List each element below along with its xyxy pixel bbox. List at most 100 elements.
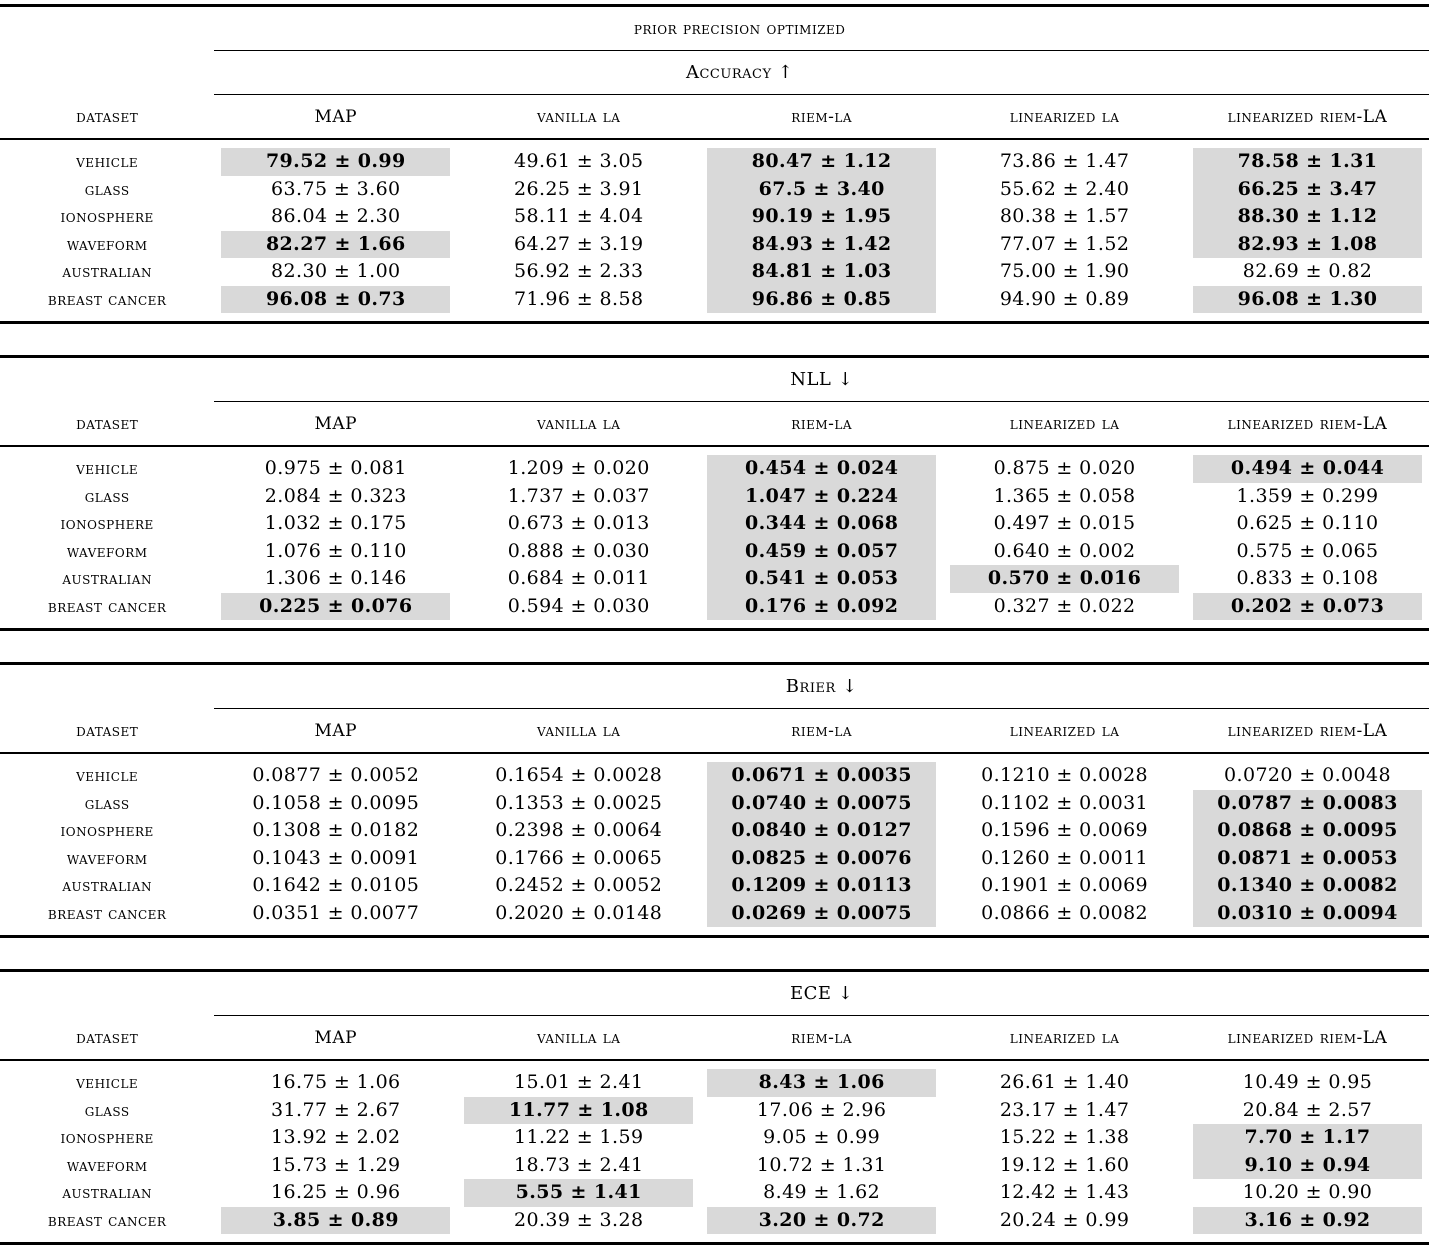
best-result-cell-linearized-riem-la: 9.10 ± 0.94 (1186, 1151, 1429, 1179)
dataset-label: ionosphere (60, 207, 154, 226)
col-header-vanilla-la: vanilla la (457, 708, 701, 754)
cell-value: 1.076 ± 0.110 (264, 539, 407, 562)
cell-value: 0.888 ± 0.030 (507, 539, 650, 562)
result-cell-vanilla-la: 1.737 ± 0.037 (457, 483, 700, 511)
best-result-cell-riem-la: 0.0840 ± 0.0127 (700, 817, 943, 845)
cell-value: 0.344 ± 0.068 (707, 510, 937, 538)
result-cell-linearized-la: 0.327 ± 0.022 (943, 593, 1186, 621)
dataset-label: waveform (66, 234, 148, 254)
best-result-cell-linearized-riem-la: 0.1340 ± 0.0082 (1186, 872, 1429, 900)
result-cell-linearized-la: 0.1260 ± 0.0011 (943, 845, 1186, 873)
dataset-label: ionosphere (60, 1128, 154, 1147)
cell-value: 0.497 ± 0.015 (993, 512, 1136, 534)
cell-value: 0.454 ± 0.024 (707, 455, 937, 483)
dataset-label: breast cancer (47, 903, 167, 923)
cell-value: 0.0720 ± 0.0048 (1224, 764, 1391, 786)
result-cell-linearized-la: 0.0866 ± 0.0082 (943, 900, 1186, 928)
best-result-cell-linearized-riem-la: 0.0871 ± 0.0053 (1186, 844, 1429, 872)
cell-value: 0.625 ± 0.110 (1236, 512, 1379, 534)
header-stub (0, 971, 214, 1016)
cell-value: 0.1210 ± 0.0028 (981, 764, 1149, 786)
metric-table-nll: NLL ↓ dataset MAP vanilla la riem-la lineariz… (0, 355, 1429, 631)
table-row-waveform: waveform 0.1043 ± 0.0091 0.1766 ± 0.0065 0.… (0, 844, 1429, 873)
col-header-dataset: dataset (0, 401, 215, 447)
result-cell-linearized-la: 94.90 ± 0.89 (943, 286, 1186, 314)
result-cell-linearized-la: 75.00 ± 1.90 (943, 258, 1186, 286)
table-row-glass: glass 31.77 ± 2.67 11.77 ± 1.08 17.06 ± 2.9… (0, 1096, 1429, 1124)
best-result-cell-riem-la: 96.86 ± 0.85 (700, 285, 943, 313)
table-row-ionosphere: ionosphere 0.1308 ± 0.0182 0.2398 ± 0.0064… (0, 817, 1429, 845)
result-cell-map: 0.0877 ± 0.0052 (214, 762, 457, 790)
metric-table-brier: Brier ↓ dataset MAP vanilla la riem-la linear… (0, 662, 1429, 938)
table-row-australian: australian 1.306 ± 0.146 0.684 ± 0.011 0.54… (0, 565, 1429, 593)
best-result-cell-riem-la: 0.344 ± 0.068 (700, 510, 943, 538)
cell-value: 0.0871 ± 0.0053 (1193, 844, 1422, 872)
spacer-row (0, 620, 1429, 630)
cell-value: 71.96 ± 8.58 (513, 287, 644, 310)
result-cell-vanilla-la: 1.209 ± 0.020 (457, 455, 700, 483)
col-header-map: MAP (214, 401, 458, 447)
cell-value: 0.1766 ± 0.0065 (495, 846, 663, 869)
table-row-australian: australian 16.25 ± 0.96 5.55 ± 1.41 8.49 ± … (0, 1179, 1429, 1207)
result-cell-linearized-riem-la: 82.69 ± 0.82 (1186, 258, 1429, 286)
dataset-label: breast cancer (47, 289, 167, 309)
result-cell-riem-la: 9.05 ± 0.99 (700, 1124, 943, 1152)
best-result-cell-linearized-riem-la: 66.25 ± 3.47 (1186, 175, 1429, 203)
best-result-cell-riem-la: 0.541 ± 0.053 (700, 565, 943, 593)
result-cell-linearized-la: 0.1901 ± 0.0069 (943, 872, 1186, 900)
cell-value: 8.43 ± 1.06 (707, 1069, 937, 1097)
col-header-map: MAP (214, 708, 458, 754)
dataset-label: vehicle (76, 1073, 139, 1092)
cell-value: 26.25 ± 3.91 (513, 177, 644, 200)
table-row-glass: glass 0.1058 ± 0.0095 0.1353 ± 0.0025 0.074… (0, 789, 1429, 817)
cell-value: 0.833 ± 0.108 (1236, 567, 1379, 589)
col-header-riem-la: riem-la (700, 1015, 944, 1061)
result-cell-linearized-la: 73.86 ± 1.47 (943, 148, 1186, 176)
result-cell-vanilla-la: 0.1654 ± 0.0028 (457, 762, 700, 790)
cell-value: 2.084 ± 0.323 (264, 484, 407, 507)
col-header-linearized-la: linearized la (943, 1015, 1187, 1061)
result-cell-map: 0.975 ± 0.081 (214, 455, 457, 483)
cell-value: 0.0671 ± 0.0035 (707, 762, 937, 790)
cell-value: 94.90 ± 0.89 (999, 287, 1130, 310)
result-cell-vanilla-la: 56.92 ± 2.33 (457, 258, 700, 286)
result-cell-map: 13.92 ± 2.02 (214, 1124, 457, 1152)
cell-value: 88.30 ± 1.12 (1193, 203, 1422, 231)
best-result-cell-riem-la: 3.20 ± 0.72 (700, 1206, 943, 1234)
col-header-linearized-riem-la: linearized riem-LA (1186, 708, 1429, 754)
result-cell-map: 0.1308 ± 0.0182 (214, 817, 457, 845)
best-result-cell-riem-la: 84.93 ± 1.42 (700, 230, 943, 258)
cell-value: 0.594 ± 0.030 (507, 594, 650, 617)
result-cell-map: 2.084 ± 0.323 (214, 483, 457, 511)
cell-value: 82.30 ± 1.00 (271, 260, 401, 282)
cell-value: 82.93 ± 1.08 (1193, 230, 1422, 258)
cell-value: 0.1102 ± 0.0031 (981, 791, 1149, 814)
cell-value: 0.0787 ± 0.0083 (1193, 789, 1422, 817)
best-result-cell-riem-la: 0.176 ± 0.092 (700, 592, 943, 620)
table-row-waveform: waveform 1.076 ± 0.110 0.888 ± 0.030 0.459 … (0, 537, 1429, 566)
cell-value: 84.81 ± 1.03 (707, 258, 937, 286)
cell-value: 0.575 ± 0.065 (1236, 539, 1379, 562)
result-cell-riem-la: 8.49 ± 1.62 (700, 1179, 943, 1207)
cell-value: 80.38 ± 1.57 (999, 205, 1130, 227)
result-cell-map: 16.75 ± 1.06 (214, 1069, 457, 1097)
cell-value: 1.047 ± 0.224 (707, 482, 937, 510)
cell-value: 20.39 ± 3.28 (513, 1208, 644, 1231)
metric-table-ece: ECE ↓ dataset MAP vanilla la riem-la lineariz… (0, 969, 1429, 1245)
best-result-cell-riem-la: 1.047 ± 0.224 (700, 482, 943, 510)
column-header-row: dataset MAP vanilla la riem-la linearized la… (0, 1015, 1429, 1061)
col-header-map: MAP (214, 1015, 458, 1061)
cell-value: 1.032 ± 0.175 (264, 512, 407, 534)
spacer-row (0, 313, 1429, 323)
cell-value: 77.07 ± 1.52 (999, 232, 1130, 255)
cell-value: 0.1901 ± 0.0069 (981, 874, 1149, 896)
cell-value: 64.27 ± 3.19 (513, 232, 644, 255)
cell-value: 0.0310 ± 0.0094 (1193, 899, 1422, 927)
result-cell-vanilla-la: 0.2398 ± 0.0064 (457, 817, 700, 845)
cell-value: 13.92 ± 2.02 (271, 1126, 401, 1148)
best-result-cell-linearized-riem-la: 96.08 ± 1.30 (1186, 285, 1429, 313)
best-result-cell-riem-la: 0.1209 ± 0.0113 (700, 872, 943, 900)
header-stub (0, 51, 214, 95)
cell-value: 11.22 ± 1.59 (513, 1126, 644, 1148)
result-cell-linearized-la: 0.640 ± 0.002 (943, 538, 1186, 566)
